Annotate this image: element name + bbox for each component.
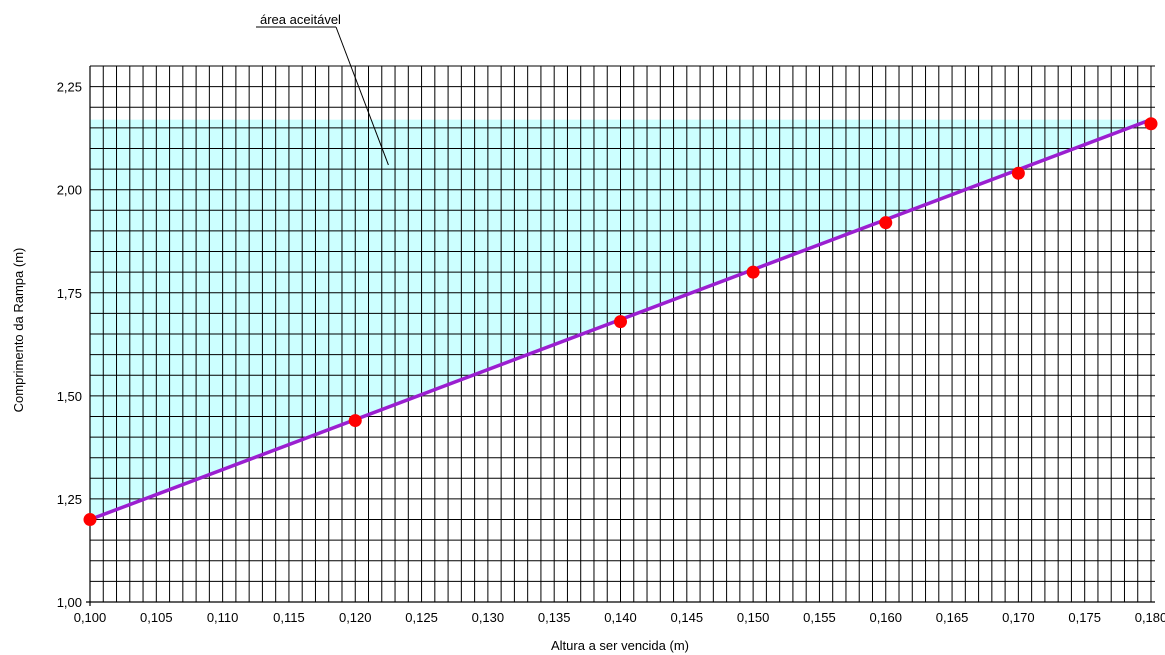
annotation-label: área aceitável xyxy=(260,12,341,27)
y-tick-label: 1,00 xyxy=(57,595,82,610)
data-point xyxy=(83,513,97,527)
x-tick-label: 0,150 xyxy=(737,610,770,625)
x-tick-label: 0,125 xyxy=(405,610,438,625)
data-point xyxy=(1144,117,1158,131)
x-tick-label: 0,175 xyxy=(1068,610,1101,625)
x-axis-ticks: 0,100 0,105 0,110 0,115 0,120 0,125 0,130 0,135… xyxy=(74,610,1165,625)
data-point xyxy=(1011,166,1025,180)
annotation: área aceitável xyxy=(256,12,389,166)
data-point xyxy=(348,414,362,428)
x-tick-label: 0,180 xyxy=(1135,610,1165,625)
data-point xyxy=(614,315,627,329)
x-tick-label: 0,100 xyxy=(74,610,107,625)
data-point xyxy=(879,216,893,230)
annotation-leader xyxy=(335,26,389,166)
data-points xyxy=(83,117,1158,527)
x-tick-label: 0,115 xyxy=(273,610,305,625)
y-tick-label: 1,75 xyxy=(57,286,82,301)
x-tick-label: 0,145 xyxy=(671,610,704,625)
y-tick-label: 1,50 xyxy=(57,389,82,404)
x-tick-label: 0,165 xyxy=(936,610,969,625)
x-tick-label: 0,105 xyxy=(140,610,173,625)
y-tick-label: 2,00 xyxy=(57,183,82,198)
x-tick-label: 0,170 xyxy=(1002,610,1035,625)
x-tick-label: 0,140 xyxy=(604,610,637,625)
y-axis-title: Comprimento da Rampa (m) xyxy=(11,248,26,413)
x-axis-title: Altura a ser vencida (m) xyxy=(551,638,689,653)
y-tick-label: 1,25 xyxy=(57,492,82,507)
x-tick-label: 0,135 xyxy=(538,610,571,625)
data-point xyxy=(746,265,760,279)
x-tick-label: 0,155 xyxy=(803,610,836,625)
x-tick-label: 0,120 xyxy=(339,610,372,625)
x-tick-label: 0,110 xyxy=(207,610,239,625)
x-tick-label: 0,130 xyxy=(472,610,505,625)
x-tick-label: 0,160 xyxy=(869,610,902,625)
y-tick-label: 2,25 xyxy=(57,80,82,95)
y-axis-ticks: 1,00 1,25 1,50 1,75 2,00 2,25 xyxy=(57,80,82,610)
